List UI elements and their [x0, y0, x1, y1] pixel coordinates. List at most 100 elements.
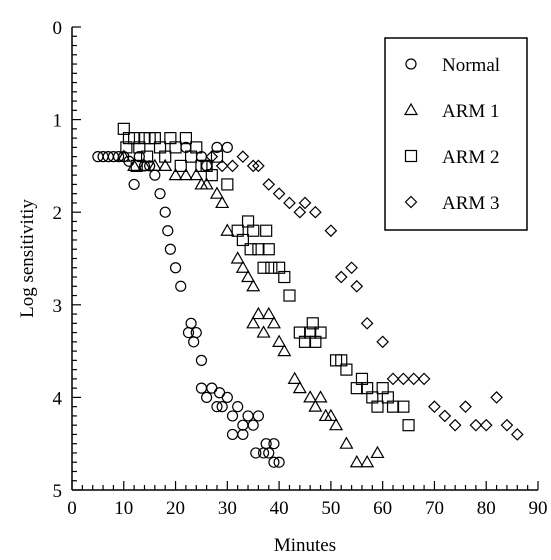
data-point: [147, 158, 162, 171]
data-point: [268, 438, 280, 450]
data-point: [386, 372, 400, 386]
data-point: [178, 167, 193, 181]
data-point: [273, 456, 285, 468]
data-point: [250, 447, 262, 459]
data-point: [303, 390, 318, 403]
data-point: [168, 167, 183, 181]
legend-item: ARM 1: [403, 101, 500, 122]
legend-label: Normal: [442, 55, 500, 76]
series-arm-2: [117, 122, 415, 432]
y-tick-label: 3: [53, 296, 63, 317]
legend-item: ARM 2: [404, 147, 500, 168]
data-point: [190, 141, 203, 154]
data-point: [175, 280, 187, 292]
data-point: [265, 261, 278, 274]
y-tick-label: 1: [53, 111, 63, 132]
data-point: [241, 269, 256, 283]
data-point: [246, 159, 260, 173]
data-point: [272, 334, 287, 347]
legend-item: ARM 3: [404, 193, 500, 214]
x-tick-label: 20: [166, 498, 185, 519]
data-point: [226, 159, 239, 173]
data-point: [397, 400, 410, 413]
data-point: [277, 343, 292, 357]
data-point: [159, 150, 172, 163]
data-point: [324, 224, 338, 238]
data-point: [140, 150, 154, 163]
legend-label: ARM 2: [442, 147, 500, 168]
x-axis-title: Minutes: [274, 535, 336, 555]
data-point: [298, 196, 312, 210]
data-point: [306, 317, 319, 330]
data-point: [182, 326, 195, 339]
data-point: [133, 151, 145, 163]
data-point: [349, 455, 364, 468]
data-point: [283, 196, 296, 210]
data-point: [128, 178, 140, 191]
data-point: [428, 400, 441, 414]
data-point: [232, 401, 244, 413]
data-point: [221, 178, 234, 191]
legend-marker: [404, 195, 418, 209]
y-tick-label: 4: [53, 388, 63, 409]
data-point: [292, 380, 307, 394]
data-point: [247, 419, 259, 431]
data-point: [169, 141, 182, 154]
data-point: [500, 418, 514, 432]
data-point: [215, 195, 230, 209]
x-tick-label: 90: [529, 498, 548, 519]
data-point: [230, 251, 245, 264]
data-point: [158, 158, 173, 171]
data-point: [266, 316, 281, 329]
data-point: [256, 325, 271, 338]
data-point: [251, 306, 266, 320]
data-point: [402, 419, 415, 432]
data-point: [252, 410, 264, 422]
data-point: [262, 243, 275, 256]
data-point: [262, 178, 276, 191]
x-tick-label: 70: [425, 498, 444, 519]
y-tick-label: 2: [53, 203, 63, 224]
data-point: [376, 335, 390, 349]
data-point: [137, 158, 152, 171]
data-point: [263, 447, 275, 459]
data-point: [293, 205, 307, 219]
data-point: [179, 132, 193, 145]
data-point: [209, 186, 225, 199]
data-point: [205, 150, 219, 163]
data-point: [360, 455, 375, 468]
data-point: [261, 306, 276, 320]
data-point: [247, 224, 260, 237]
data-point: [174, 159, 187, 172]
x-axis-ticks: 0 10 20 30 40 50 60 70 80 90: [67, 481, 548, 519]
data-point: [130, 159, 143, 172]
data-points: [92, 122, 524, 468]
data-point: [340, 363, 353, 376]
data-point: [216, 401, 228, 413]
data-point: [479, 418, 493, 432]
data-point: [221, 141, 233, 153]
data-point: [283, 289, 296, 302]
data-point: [246, 316, 261, 329]
data-point: [210, 150, 224, 163]
data-point: [407, 372, 421, 386]
data-point: [257, 261, 270, 274]
data-point: [199, 177, 214, 190]
data-point: [386, 400, 400, 413]
data-point: [323, 408, 338, 422]
data-point: [308, 399, 323, 412]
x-tick-label: 10: [114, 498, 133, 519]
legend-label: ARM 1: [442, 101, 500, 122]
series-arm-1: [116, 149, 385, 468]
legend-label: ARM 3: [442, 193, 500, 214]
data-point: [189, 167, 204, 181]
data-point: [510, 428, 524, 441]
data-point: [309, 205, 322, 219]
data-point: [371, 400, 384, 413]
data-point: [236, 150, 250, 163]
data-point: [252, 243, 265, 256]
data-point: [154, 188, 166, 200]
data-point: [272, 187, 286, 201]
y-axis-title: Log sensitivitiy: [17, 199, 38, 318]
data-point: [244, 243, 257, 256]
